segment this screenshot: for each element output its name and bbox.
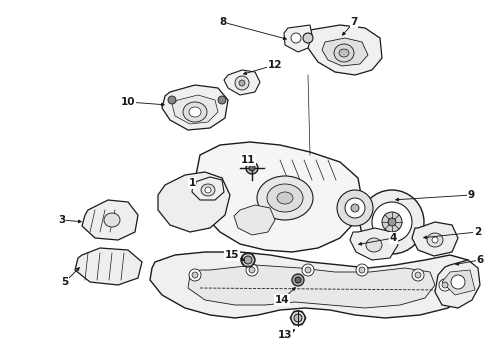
Ellipse shape (267, 184, 303, 212)
Polygon shape (412, 222, 458, 256)
Ellipse shape (235, 76, 249, 90)
Polygon shape (192, 177, 224, 200)
Ellipse shape (291, 33, 301, 43)
Ellipse shape (244, 256, 252, 264)
Text: 7: 7 (350, 17, 358, 27)
Ellipse shape (104, 213, 120, 227)
Polygon shape (284, 25, 312, 52)
Ellipse shape (382, 212, 402, 232)
Ellipse shape (366, 238, 382, 252)
Ellipse shape (372, 202, 412, 242)
Polygon shape (308, 25, 382, 75)
Ellipse shape (249, 267, 255, 273)
Ellipse shape (439, 279, 451, 291)
Ellipse shape (241, 253, 255, 267)
Polygon shape (224, 70, 260, 95)
Ellipse shape (356, 264, 368, 276)
Polygon shape (435, 260, 480, 308)
Ellipse shape (239, 80, 245, 86)
Polygon shape (350, 228, 398, 260)
Polygon shape (234, 205, 275, 235)
Ellipse shape (451, 275, 465, 289)
Text: 14: 14 (275, 295, 289, 305)
Ellipse shape (201, 184, 215, 196)
Ellipse shape (345, 198, 365, 218)
Ellipse shape (257, 176, 313, 220)
Text: 5: 5 (61, 277, 69, 287)
Ellipse shape (294, 314, 302, 322)
Ellipse shape (305, 267, 311, 273)
Polygon shape (82, 200, 138, 240)
Polygon shape (172, 95, 218, 124)
Text: 6: 6 (476, 255, 484, 265)
Ellipse shape (295, 277, 301, 283)
Ellipse shape (249, 165, 255, 171)
Ellipse shape (168, 96, 176, 104)
Ellipse shape (246, 162, 258, 174)
Polygon shape (162, 85, 228, 130)
Polygon shape (322, 38, 368, 66)
Ellipse shape (291, 311, 305, 325)
Text: 15: 15 (225, 250, 239, 260)
Text: 1: 1 (188, 178, 196, 188)
Ellipse shape (189, 107, 201, 117)
Text: 10: 10 (121, 97, 135, 107)
Ellipse shape (359, 267, 365, 273)
Ellipse shape (302, 264, 314, 276)
Ellipse shape (412, 269, 424, 281)
Ellipse shape (189, 269, 201, 281)
Text: 13: 13 (278, 330, 292, 340)
Text: 9: 9 (467, 190, 474, 200)
Text: 2: 2 (474, 227, 481, 237)
Text: 11: 11 (241, 155, 255, 165)
Polygon shape (158, 172, 230, 232)
Ellipse shape (192, 272, 198, 278)
Ellipse shape (246, 264, 258, 276)
Ellipse shape (218, 96, 226, 104)
Polygon shape (150, 252, 472, 318)
Polygon shape (188, 265, 435, 308)
Ellipse shape (427, 233, 443, 247)
Ellipse shape (388, 218, 396, 226)
Ellipse shape (432, 237, 438, 243)
Polygon shape (442, 270, 475, 295)
Ellipse shape (277, 192, 293, 204)
Ellipse shape (360, 190, 424, 254)
Text: 12: 12 (268, 60, 282, 70)
Text: 4: 4 (390, 233, 397, 243)
Ellipse shape (205, 187, 211, 193)
Ellipse shape (337, 190, 373, 226)
Polygon shape (196, 142, 362, 252)
Ellipse shape (183, 102, 207, 122)
Text: 8: 8 (219, 17, 226, 27)
Ellipse shape (442, 282, 448, 288)
Text: 3: 3 (58, 215, 66, 225)
Ellipse shape (334, 44, 354, 62)
Ellipse shape (339, 49, 349, 57)
Ellipse shape (292, 274, 304, 286)
Polygon shape (75, 248, 142, 285)
Ellipse shape (303, 33, 313, 43)
Ellipse shape (351, 204, 359, 212)
Ellipse shape (415, 272, 421, 278)
